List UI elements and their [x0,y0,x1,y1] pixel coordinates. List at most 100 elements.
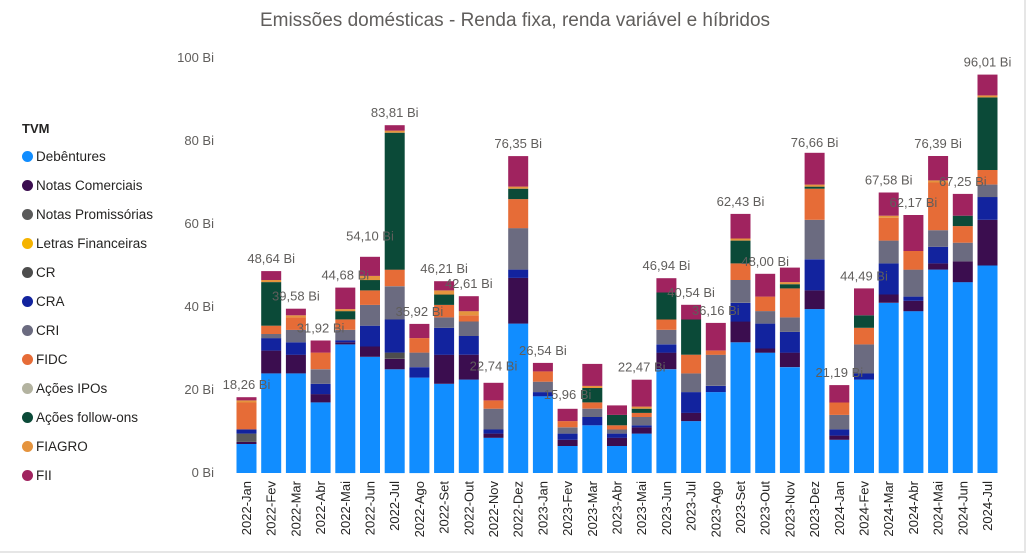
bar-segment [705,350,726,355]
bar-segment [434,304,455,318]
legend-marker [22,267,33,278]
x-tick-label: 2024-Jun [955,481,970,535]
bar-segment [261,271,282,280]
bar-segment [779,284,800,289]
legend-marker [22,383,33,394]
legend-item[interactable]: Ações follow-ons [22,403,153,432]
legend-item[interactable]: Letras Financeiras [22,229,153,258]
y-tick-label: 20 Bi [184,382,214,397]
bar-segment [952,261,973,283]
x-tick-label: 2022-Set [437,481,452,534]
legend-item[interactable]: Notas Comerciais [22,171,153,200]
bar-segment [360,280,380,291]
y-tick-label: 40 Bi [184,299,214,314]
bar-segment [607,425,627,430]
bar-segment [903,269,924,297]
bar-segment [730,238,751,241]
bar-segment [607,446,627,473]
bar-segment [483,382,504,401]
bar-segment [607,433,627,438]
bar-segment [532,396,553,473]
x-tick-label: 2022-Dez [511,481,526,537]
legend-item[interactable]: CR [22,258,153,287]
x-tick-label: 2022-Abr [313,480,328,534]
bar-segment [755,311,776,324]
x-tick-label: 2024-Fev [857,481,872,536]
bar-segment [582,417,603,426]
bar-segment [483,433,504,438]
bar-segment [705,322,726,351]
bar-segment [928,182,949,231]
bar-segment [434,354,455,384]
total-data-label: 40,54 Bi [667,285,715,300]
x-tick-label: 2023-Set [733,481,748,534]
bar-segment [335,309,356,312]
bar-segment [681,354,702,374]
bar-segment [582,402,603,409]
bar-segment [532,371,553,382]
legend-item[interactable]: CRI [22,316,153,345]
legend-item[interactable]: Debêntures [22,142,153,171]
x-tick-label: 2022-Jan [239,481,254,535]
x-tick-label: 2023-Fev [560,481,575,536]
bar-segment [977,95,998,98]
total-data-label: 18,26 Bi [223,377,271,392]
bar-segment [236,397,257,401]
bar-segment [878,215,899,218]
legend-item[interactable]: FII [22,461,153,490]
bar-segment [360,256,380,276]
chart-title: Emissões domésticas - Renda fixa, renda … [259,10,771,31]
legend-label: FII [36,468,52,483]
bar-segment [335,344,356,474]
bar-segment [928,156,949,181]
bar-segment [952,226,973,243]
x-tick-label: 2023-Jan [535,481,550,535]
legend-label: Letras Financeiras [36,236,148,251]
bar-segment [779,282,800,285]
bar-segment [656,352,677,370]
total-data-label: 67,58 Bi [865,173,913,188]
bar-segment [928,246,949,264]
legend-item[interactable]: FIAGRO [22,432,153,461]
bar-segment [384,352,405,359]
bar-segment [508,277,529,324]
bar-segment [335,287,356,310]
bar-segment [681,373,702,393]
bar-segment [878,263,899,295]
bar-segment [310,352,331,370]
bar-segment [458,379,479,473]
bar-segment [903,296,924,301]
total-data-label: 26,54 Bi [519,343,567,358]
bar-segment [730,213,751,239]
bar-segment [631,425,652,428]
x-tick-label: 2022-Nov [486,481,501,538]
bar-segment [409,338,430,353]
legend-item[interactable]: FIDC [22,345,153,374]
bar-segment [532,392,553,397]
bar-segment [384,319,405,353]
total-data-label: 44,68 Bi [321,268,369,283]
bar-segment [804,290,825,310]
bar-segment [829,439,850,473]
bar-segment [755,273,776,297]
legend-item[interactable]: Notas Promissórias [22,200,153,229]
total-data-label: 48,00 Bi [741,254,789,269]
legend-item[interactable]: CRA [22,287,153,316]
bar-segment [310,383,331,395]
bar-segment [903,215,924,251]
total-data-label: 36,16 Bi [692,303,740,318]
bar-segment [631,408,652,413]
bar-segment [236,400,257,403]
bar-segment [878,217,899,241]
bar-segment [360,325,380,347]
bar-segment [804,184,825,187]
bar-segment [285,308,306,316]
y-tick-label: 100 Bi [177,50,214,65]
bar-segment [310,394,331,403]
legend-marker [22,412,33,423]
legend-item[interactable]: Ações IPOs [22,374,153,403]
total-data-label: 44,49 Bi [840,268,888,283]
bar-segment [977,184,998,198]
x-tick-label: 2022-Jul [387,481,402,531]
